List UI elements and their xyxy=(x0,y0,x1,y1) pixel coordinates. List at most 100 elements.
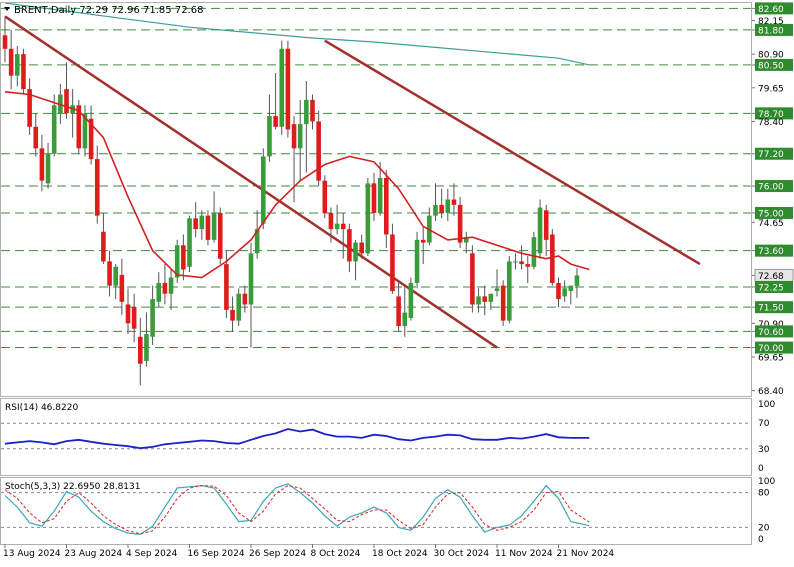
price-level-tag-label: 72.25 xyxy=(758,283,784,293)
candle xyxy=(402,285,408,337)
candle-body xyxy=(365,183,371,254)
candle-body xyxy=(340,223,346,230)
candle xyxy=(470,245,475,313)
rsi-axis-label: 30 xyxy=(758,445,770,455)
candle xyxy=(119,258,125,316)
candle xyxy=(574,267,580,298)
candlesticks xyxy=(2,16,580,386)
price-level-tag xyxy=(755,147,793,160)
candle-body xyxy=(119,274,125,302)
candle xyxy=(248,242,254,348)
price-axis-label: 79.65 xyxy=(758,84,784,94)
symbol-label: BRENT xyxy=(14,5,49,16)
candle xyxy=(322,175,328,219)
rsi-panel-frame xyxy=(0,398,752,476)
candle-body xyxy=(537,207,543,254)
candle-body xyxy=(556,282,561,300)
timeframe-label: Daily xyxy=(51,5,76,16)
price-level-tag xyxy=(755,280,793,293)
chart-header: BRENT,Daily 72.29 72.96 71.85 72.68 xyxy=(14,5,203,16)
price-level-tag-label: 73.60 xyxy=(758,247,784,257)
candle-body xyxy=(470,253,475,305)
candle xyxy=(230,296,235,332)
candle-body xyxy=(88,118,94,160)
time-axis-label: 13 Aug 2024 xyxy=(3,549,61,559)
candle-body xyxy=(408,282,414,318)
candle-body xyxy=(562,288,567,297)
trendline xyxy=(324,39,701,266)
price-level-tag-label: 71.50 xyxy=(758,304,784,314)
candle-body xyxy=(242,293,248,305)
candle xyxy=(131,293,137,343)
stoch-axis-label: 100 xyxy=(758,477,775,487)
triangle-down-icon[interactable] xyxy=(4,7,10,11)
candle-body xyxy=(482,296,487,302)
candle-body xyxy=(476,296,481,305)
candle-body xyxy=(181,245,186,270)
price-level-tag xyxy=(755,341,793,354)
candle xyxy=(107,250,112,297)
price-level-tag xyxy=(755,325,793,338)
price-level-tag-label: 76.00 xyxy=(758,183,784,193)
stoch-panel-frame xyxy=(0,477,752,545)
candle xyxy=(33,113,39,157)
candle-body xyxy=(568,285,574,292)
candle-body xyxy=(131,307,137,329)
candle xyxy=(76,99,82,154)
ohlc-readout: 72.29 72.96 71.85 72.68 xyxy=(79,5,203,16)
candle-body xyxy=(82,113,88,149)
candle-body xyxy=(359,242,364,254)
stoch-k-line xyxy=(4,483,590,536)
candle xyxy=(101,212,106,265)
candle xyxy=(21,48,26,95)
candle-body xyxy=(217,212,223,259)
candle-body xyxy=(543,210,549,240)
trendline xyxy=(4,15,498,349)
candle xyxy=(414,231,420,289)
candle xyxy=(519,245,524,270)
rsi-plot xyxy=(1,422,751,450)
candle-body xyxy=(156,282,162,302)
candle xyxy=(236,288,241,327)
time-axis-label: 8 Oct 2024 xyxy=(311,549,361,559)
candle xyxy=(199,210,205,240)
price-level-tag xyxy=(755,23,793,36)
price-level-lines xyxy=(1,7,751,349)
candle-body xyxy=(144,334,149,362)
candle-body xyxy=(513,261,518,263)
candle-body xyxy=(445,199,451,213)
candle xyxy=(113,264,118,300)
candle-body xyxy=(531,237,537,267)
candle xyxy=(94,145,100,224)
candle xyxy=(181,234,186,281)
candle-body xyxy=(500,285,506,321)
price-level-tag xyxy=(755,58,793,71)
candle-body xyxy=(384,177,389,235)
candle-body xyxy=(187,218,192,267)
candle xyxy=(359,234,364,259)
candle xyxy=(408,277,414,321)
candle-body xyxy=(224,264,229,310)
price-level-tag-label: 77.20 xyxy=(758,150,784,160)
candle xyxy=(562,280,567,302)
candle-body xyxy=(248,253,254,305)
candle-body xyxy=(414,239,420,283)
candle xyxy=(420,226,426,265)
price-level-tag xyxy=(755,301,793,314)
candle xyxy=(217,207,223,265)
price-axis-label: 68.40 xyxy=(758,387,784,397)
candle-body xyxy=(205,215,211,240)
candle-body xyxy=(15,54,20,76)
candle-body xyxy=(236,293,241,321)
candle xyxy=(88,105,94,165)
candle-body xyxy=(433,204,438,216)
candle xyxy=(568,285,574,305)
candle xyxy=(445,188,451,222)
price-axis-label: 69.65 xyxy=(758,353,784,363)
slow-ma-line xyxy=(4,3,590,66)
candle-body xyxy=(297,124,303,149)
candle-body xyxy=(347,229,352,262)
price-axis-label: 82.15 xyxy=(758,17,784,27)
price-axis-label: 78.40 xyxy=(758,118,784,128)
